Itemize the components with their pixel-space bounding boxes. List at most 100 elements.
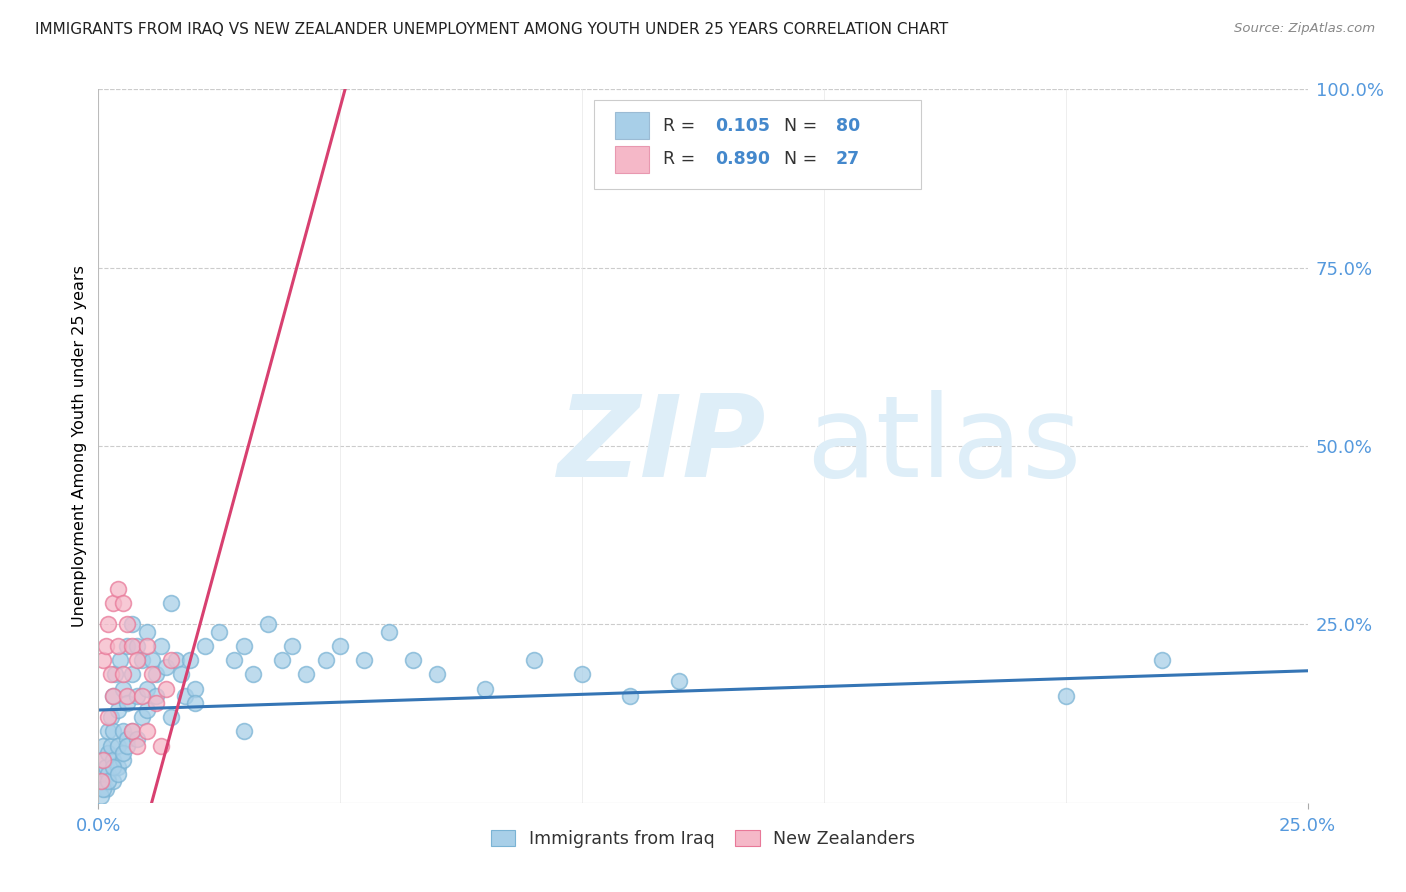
Point bbox=[97, 774, 120, 789]
Point bbox=[145, 667, 167, 681]
Point bbox=[107, 760, 129, 774]
Point bbox=[127, 731, 149, 746]
Point bbox=[160, 596, 183, 610]
Point bbox=[145, 696, 167, 710]
Point bbox=[117, 639, 139, 653]
Point bbox=[91, 753, 114, 767]
Point bbox=[135, 624, 157, 639]
Point bbox=[141, 653, 163, 667]
Point bbox=[155, 681, 177, 696]
Point bbox=[668, 674, 690, 689]
Text: IMMIGRANTS FROM IRAQ VS NEW ZEALANDER UNEMPLOYMENT AMONG YOUTH UNDER 25 YEARS CO: IMMIGRANTS FROM IRAQ VS NEW ZEALANDER UN… bbox=[35, 22, 949, 37]
Point bbox=[474, 681, 496, 696]
Point bbox=[184, 681, 207, 696]
Text: 27: 27 bbox=[837, 150, 860, 168]
Point bbox=[97, 724, 120, 739]
Point bbox=[174, 689, 197, 703]
Point bbox=[169, 667, 191, 681]
Point bbox=[117, 696, 139, 710]
Text: R =: R = bbox=[664, 150, 700, 168]
Point bbox=[117, 739, 139, 753]
Point bbox=[90, 774, 112, 789]
Point bbox=[184, 696, 207, 710]
Point bbox=[94, 781, 117, 796]
Point bbox=[121, 617, 143, 632]
Point bbox=[145, 689, 167, 703]
Y-axis label: Unemployment Among Youth under 25 years: Unemployment Among Youth under 25 years bbox=[72, 265, 87, 627]
Point bbox=[100, 739, 122, 753]
Point bbox=[107, 739, 129, 753]
Point bbox=[117, 731, 139, 746]
Point bbox=[101, 596, 124, 610]
Point bbox=[97, 767, 120, 781]
Point bbox=[121, 724, 143, 739]
Point bbox=[107, 767, 129, 781]
Point bbox=[111, 667, 134, 681]
Point bbox=[121, 667, 143, 681]
Point bbox=[111, 724, 134, 739]
Point bbox=[1152, 653, 1174, 667]
Point bbox=[111, 596, 134, 610]
Point bbox=[160, 653, 183, 667]
Point bbox=[179, 653, 201, 667]
Point bbox=[402, 653, 425, 667]
Point bbox=[101, 724, 124, 739]
Point bbox=[127, 653, 149, 667]
Point bbox=[150, 739, 173, 753]
Point bbox=[91, 653, 114, 667]
Point bbox=[97, 710, 120, 724]
Point bbox=[91, 753, 114, 767]
Point bbox=[523, 653, 546, 667]
Point bbox=[111, 681, 134, 696]
Point bbox=[329, 639, 352, 653]
FancyBboxPatch shape bbox=[595, 100, 921, 189]
Point bbox=[271, 653, 294, 667]
Point bbox=[256, 617, 278, 632]
Point bbox=[150, 639, 173, 653]
Point bbox=[242, 667, 264, 681]
Point bbox=[94, 760, 117, 774]
Point bbox=[91, 774, 114, 789]
Point bbox=[108, 653, 131, 667]
Point bbox=[194, 639, 217, 653]
Point bbox=[90, 767, 112, 781]
Point bbox=[117, 689, 139, 703]
Point bbox=[97, 746, 120, 760]
Point bbox=[100, 710, 122, 724]
Point bbox=[111, 753, 134, 767]
Point bbox=[571, 667, 593, 681]
Point bbox=[131, 710, 153, 724]
Point bbox=[160, 710, 183, 724]
Point bbox=[131, 689, 153, 703]
Point bbox=[131, 653, 153, 667]
Bar bbox=[614, 145, 648, 173]
Point bbox=[117, 617, 139, 632]
Point bbox=[101, 774, 124, 789]
Point bbox=[107, 703, 129, 717]
Point bbox=[101, 753, 124, 767]
Point bbox=[426, 667, 449, 681]
Legend: Immigrants from Iraq, New Zealanders: Immigrants from Iraq, New Zealanders bbox=[484, 823, 922, 855]
Point bbox=[165, 653, 187, 667]
Point bbox=[90, 789, 112, 803]
Point bbox=[127, 689, 149, 703]
Point bbox=[91, 781, 114, 796]
Point bbox=[155, 660, 177, 674]
Point bbox=[135, 681, 157, 696]
Point bbox=[111, 746, 134, 760]
Point bbox=[135, 639, 157, 653]
Point bbox=[121, 724, 143, 739]
Point bbox=[97, 617, 120, 632]
Point bbox=[127, 739, 149, 753]
Point bbox=[295, 667, 318, 681]
Point bbox=[1054, 689, 1077, 703]
Bar bbox=[614, 112, 648, 139]
Point bbox=[101, 689, 124, 703]
Point bbox=[232, 724, 254, 739]
Text: R =: R = bbox=[664, 117, 700, 135]
Point bbox=[222, 653, 245, 667]
Point bbox=[94, 639, 117, 653]
Text: 0.105: 0.105 bbox=[716, 117, 770, 135]
Text: N =: N = bbox=[785, 117, 823, 135]
Point bbox=[377, 624, 399, 639]
